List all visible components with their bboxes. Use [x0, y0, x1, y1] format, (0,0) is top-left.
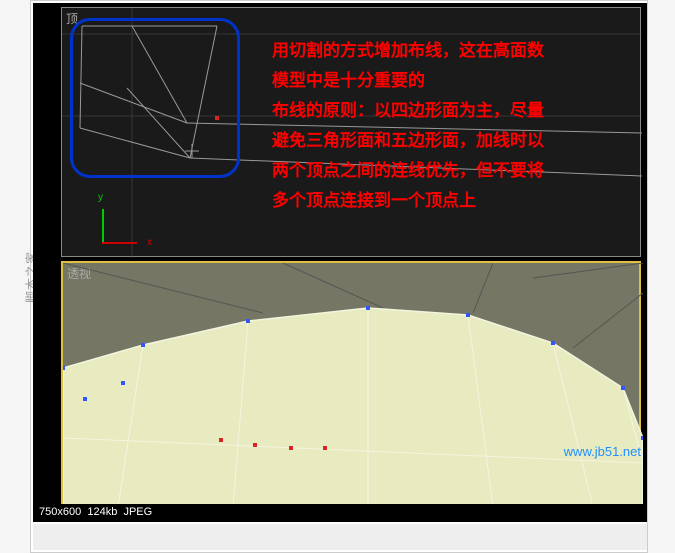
- status-dimensions: 750x600: [39, 506, 81, 518]
- annotation-text: 用切割的方式增加布线，这在高面数 模型中是十分重要的 布线的原则：以四边形面为主…: [272, 36, 640, 216]
- axis-x-label: x: [147, 237, 152, 248]
- anno-line-3: 布线的原则：以四边形面为主，尽量: [272, 96, 640, 126]
- url-watermark: www.jb51.net: [564, 444, 641, 459]
- footer-bar: [33, 524, 647, 550]
- bottom-mesh: [63, 263, 643, 507]
- status-bar: 750x600 124kb JPEG: [33, 504, 647, 522]
- viewport-top[interactable]: 顶 y x 用切割的方式增加布线，这在高面数 模型中是十分重要的 布线的原则：以…: [61, 7, 641, 257]
- status-format: JPEG: [123, 506, 152, 518]
- screenshot-content: 顶 y x 用切割的方式增加布线，这在高面数 模型中是十分重要的 布线的原则：以…: [33, 3, 647, 507]
- status-size: 124kb: [87, 506, 117, 518]
- anno-line-5: 两个顶点之间的连线优先，但不要将: [272, 156, 640, 186]
- anno-line-4: 避免三角形面和五边形面，加线时以: [272, 126, 640, 156]
- viewport-perspective[interactable]: 透视: [61, 261, 641, 505]
- anno-line-6: 多个顶点连接到一个顶点上: [272, 186, 640, 216]
- tutorial-frame: 脚本之家 顶 y x 用切割的方式增加布线，这在高面数 模型中是十分重要的 布线…: [30, 0, 648, 553]
- anno-line-1: 用切割的方式增加布线，这在高面数: [272, 36, 640, 66]
- axis-gizmo: y x: [102, 204, 142, 244]
- anno-line-2: 模型中是十分重要的: [272, 66, 640, 96]
- axis-y-label: y: [98, 192, 103, 203]
